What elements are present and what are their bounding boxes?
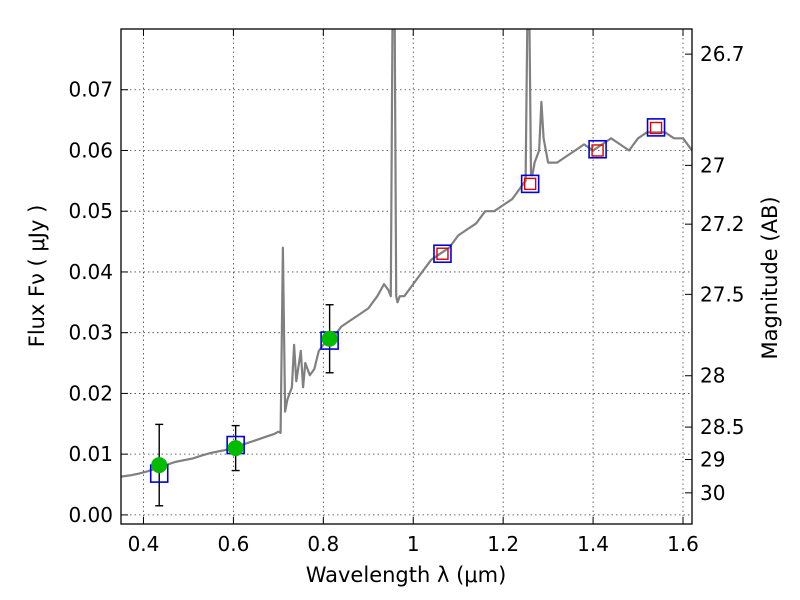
x-tick-label: 0.8 <box>307 532 339 556</box>
grid-lines <box>121 29 692 524</box>
x-axis: 0.4 0.6 0.8 1 1.2 1.4 1.6 <box>128 29 699 556</box>
model-point <box>520 174 540 194</box>
magnitude-tick-label: 27 <box>700 153 725 177</box>
x-tick-label: 1 <box>407 532 420 556</box>
observed-point <box>151 457 168 474</box>
x-tick-label: 1.2 <box>487 532 519 556</box>
magnitude-tick-label: 29 <box>700 447 725 471</box>
x-tick-label: 1.4 <box>577 532 609 556</box>
y-tick-label: 0.01 <box>68 442 113 466</box>
model-point <box>646 118 666 137</box>
y-axis-title: Flux Fν ( μJy ) <box>25 205 49 348</box>
spectrum-series <box>121 29 692 478</box>
x-axis-title: Wavelength λ (μm) <box>306 563 507 587</box>
predicted-point <box>523 177 537 191</box>
magnitude-tick-label: 27.2 <box>700 212 745 236</box>
y-tick-label: 0.00 <box>68 503 113 527</box>
magnitude-axis-title: Magnitude (AB) <box>758 196 782 359</box>
magnitude-tick-label: 28 <box>700 364 725 388</box>
y-axis: 0.00 0.01 0.02 0.03 0.04 0.05 0.06 0.07 <box>68 78 128 527</box>
y-tick-label: 0.04 <box>68 260 113 284</box>
x-tick-label: 0.4 <box>128 532 160 556</box>
model-point <box>588 139 607 159</box>
spectrum-line <box>121 29 692 478</box>
magnitude-tick-label: 30 <box>700 481 725 505</box>
magnitude-tick-label: 27.5 <box>700 282 745 306</box>
observed-point <box>227 440 244 457</box>
observed-photometry-series <box>151 330 338 474</box>
predicted-band-series <box>436 121 663 260</box>
y-tick-label: 0.07 <box>68 78 113 102</box>
y-tick-label: 0.02 <box>68 381 113 405</box>
x-tick-label: 1.6 <box>667 532 699 556</box>
x-tick-label: 0.6 <box>217 532 249 556</box>
plot-frame <box>120 28 693 525</box>
predicted-point <box>649 121 663 135</box>
predicted-point <box>591 144 604 157</box>
magnitude-tick-label: 28.5 <box>700 415 745 439</box>
predicted-point <box>436 247 449 260</box>
y-tick-label: 0.05 <box>68 199 113 223</box>
model-photometry-series <box>149 118 666 483</box>
magnitude-axis: 26.7 27 27.2 27.5 28 28.5 29 30 <box>685 42 745 505</box>
observed-point <box>321 330 338 347</box>
model-point <box>433 244 452 264</box>
magnitude-tick-label: 26.7 <box>700 42 745 66</box>
y-tick-label: 0.03 <box>68 321 113 345</box>
y-tick-label: 0.06 <box>68 138 113 162</box>
